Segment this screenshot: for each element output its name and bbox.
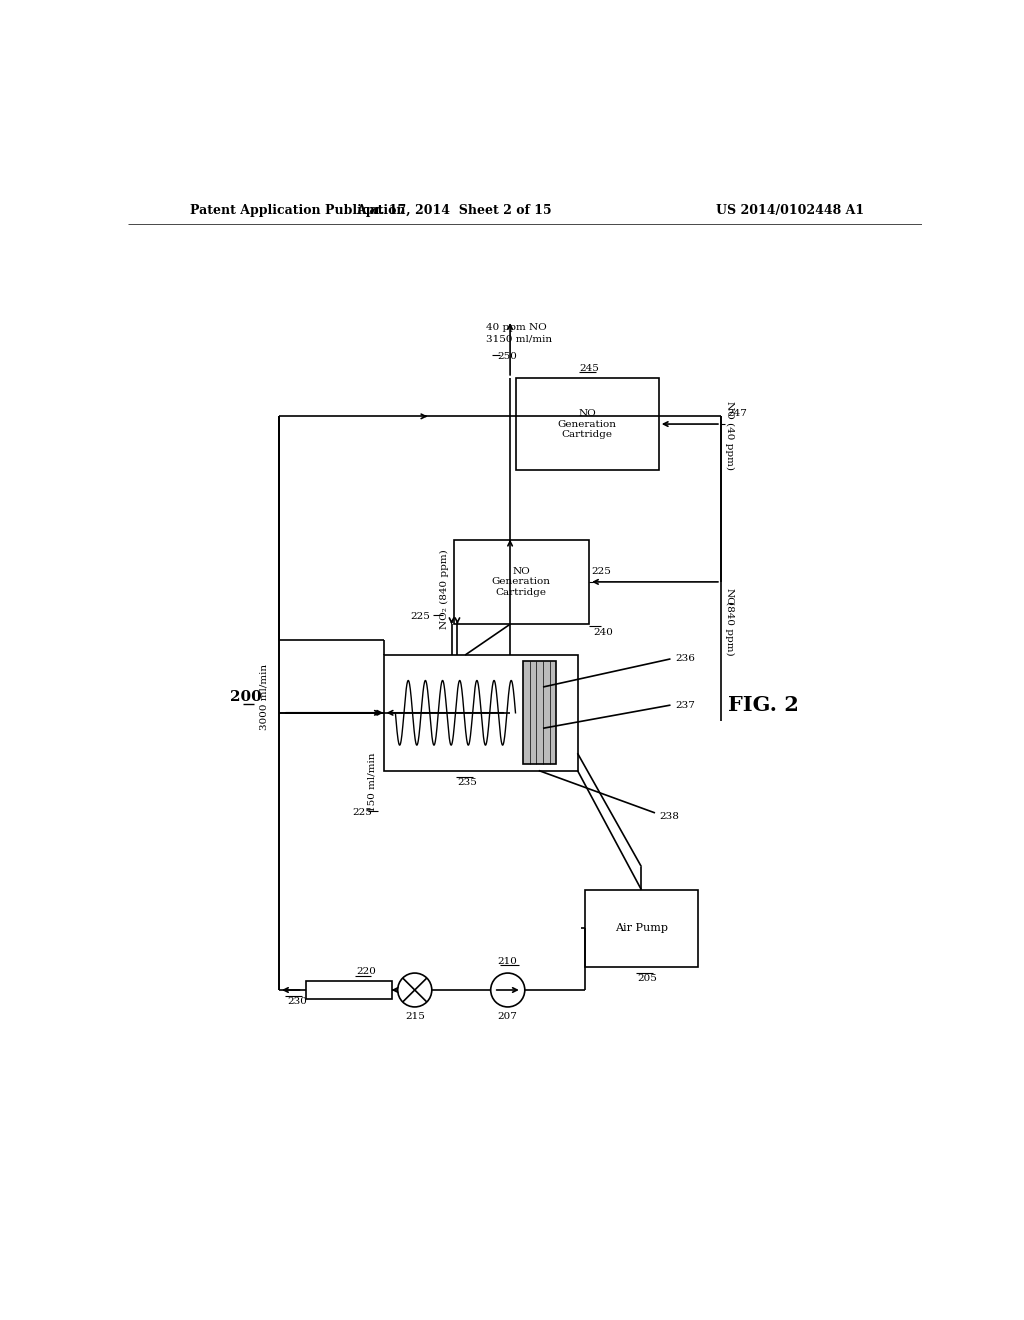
Text: 225: 225 xyxy=(592,566,611,576)
Bar xyxy=(454,540,589,624)
Text: NO: NO xyxy=(725,589,734,606)
Text: 230: 230 xyxy=(287,997,307,1006)
Text: Air Pump: Air Pump xyxy=(615,924,668,933)
Text: 215: 215 xyxy=(404,1011,425,1020)
Text: 220: 220 xyxy=(356,968,377,975)
Bar xyxy=(523,661,556,764)
Text: 250: 250 xyxy=(497,352,517,360)
Text: 225: 225 xyxy=(352,808,372,817)
Text: 150 ml/min: 150 ml/min xyxy=(368,752,377,812)
Text: 200: 200 xyxy=(230,690,262,705)
Text: 225: 225 xyxy=(411,612,430,620)
Bar xyxy=(515,378,658,470)
Text: 210: 210 xyxy=(498,957,518,966)
Text: 238: 238 xyxy=(659,812,680,821)
Text: NO (40 ppm): NO (40 ppm) xyxy=(725,401,734,470)
Text: Apr. 17, 2014  Sheet 2 of 15: Apr. 17, 2014 Sheet 2 of 15 xyxy=(355,205,551,218)
Text: 235: 235 xyxy=(458,777,477,787)
Text: 205: 205 xyxy=(638,974,657,983)
Text: 240: 240 xyxy=(593,628,613,638)
Text: 3000 ml/min: 3000 ml/min xyxy=(259,664,268,730)
Text: NO
Generation
Cartridge: NO Generation Cartridge xyxy=(558,409,616,440)
Text: NO
Generation
Cartridge: NO Generation Cartridge xyxy=(492,568,551,597)
Text: 3150 ml/min: 3150 ml/min xyxy=(486,335,552,343)
Text: 247: 247 xyxy=(727,409,746,418)
Text: FIG. 2: FIG. 2 xyxy=(728,696,799,715)
Text: 245: 245 xyxy=(580,364,599,374)
Bar xyxy=(384,655,578,771)
Text: 236: 236 xyxy=(675,653,695,663)
Text: 237: 237 xyxy=(675,701,695,710)
Text: NO₂ (840 ppm): NO₂ (840 ppm) xyxy=(439,549,449,630)
Bar xyxy=(306,981,391,999)
Text: 207: 207 xyxy=(498,1011,518,1020)
Text: (840 ppm): (840 ppm) xyxy=(725,601,734,656)
Text: US 2014/0102448 A1: US 2014/0102448 A1 xyxy=(716,205,864,218)
Bar xyxy=(586,890,697,966)
Text: 40 ppm NO: 40 ppm NO xyxy=(486,323,547,333)
Text: Patent Application Publication: Patent Application Publication xyxy=(190,205,406,218)
